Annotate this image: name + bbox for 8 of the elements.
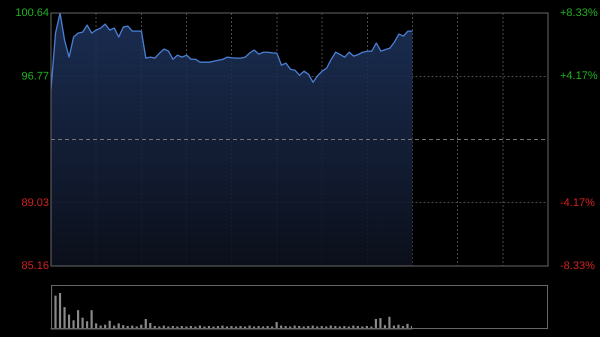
y-tick-label: 100.64 [15,7,49,20]
y-tick-label: 85.16 [21,260,49,272]
y2-tick-label: -4.17% [560,196,596,209]
y-tick-label: 96.77 [21,70,49,82]
y2-tick-label: +8.33% [560,7,598,20]
y2-tick-label: +4.17% [560,70,598,82]
y-tick-label: 89.03 [21,196,49,209]
y2-tick-label: -8.33% [560,260,596,272]
